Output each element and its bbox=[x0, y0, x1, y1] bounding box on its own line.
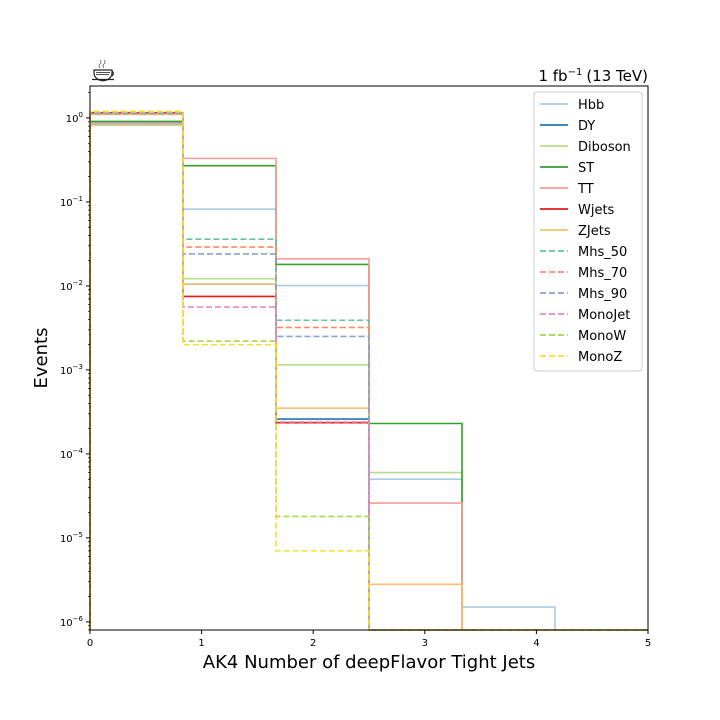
legend-entry-hbb: Hbb bbox=[578, 98, 604, 113]
legend-entry-mhs-90: Mhs_90 bbox=[578, 287, 627, 302]
lumi-label: 1 fb−1 (13 TeV) bbox=[538, 67, 648, 85]
y-axis-label: Events bbox=[31, 328, 52, 389]
legend-entry-diboson: Diboson bbox=[578, 140, 631, 155]
legend-entry-tt: TT bbox=[577, 182, 594, 197]
x-tick-label: 0 bbox=[87, 638, 93, 649]
legend-frame bbox=[533, 91, 643, 372]
legend: Hbb DY Diboson ST TT Wjets ZJets Mhs_50 Mhs_70 Mh… bbox=[533, 91, 643, 372]
y-tick-label: 100 bbox=[66, 111, 83, 125]
legend-entry-monow: MonoW bbox=[578, 329, 626, 344]
legend-entry-st: ST bbox=[578, 161, 594, 176]
legend-entry-dy: DY bbox=[578, 119, 595, 134]
legend-entry-wjets: Wjets bbox=[578, 203, 615, 218]
y-tick-label: 10−5 bbox=[60, 531, 83, 545]
x-tick-label: 5 bbox=[645, 638, 651, 649]
legend-entry-mhs-70: Mhs_70 bbox=[578, 266, 627, 281]
x-tick-label: 4 bbox=[533, 638, 539, 649]
y-tick-label: 10−6 bbox=[60, 615, 84, 629]
x-tick-label: 3 bbox=[422, 638, 428, 649]
x-axis: 0 1 2 3 4 5 bbox=[87, 630, 651, 649]
legend-entry-monoz: MonoZ bbox=[578, 350, 622, 365]
x-tick-label: 1 bbox=[198, 638, 204, 649]
plot-frame bbox=[89, 85, 649, 631]
y-tick-label: 10−2 bbox=[60, 279, 83, 293]
legend-entry-monojet: MonoJet bbox=[578, 308, 630, 323]
legend-entry-mhs-50: Mhs_50 bbox=[578, 245, 627, 260]
y-tick-label: 10−3 bbox=[60, 363, 83, 377]
y-tick-label: 10−4 bbox=[60, 447, 84, 461]
legend-entry-zjets: ZJets bbox=[578, 224, 611, 239]
y-axis: 10−6 10−5 10−4 10−3 10−2 10−1 100 bbox=[60, 92, 90, 631]
x-axis-label: AK4 Number of deepFlavor Tight Jets bbox=[203, 652, 535, 673]
y-tick-label: 10−1 bbox=[60, 195, 83, 209]
teacup-icon bbox=[92, 59, 114, 82]
x-tick-label: 2 bbox=[310, 638, 316, 649]
